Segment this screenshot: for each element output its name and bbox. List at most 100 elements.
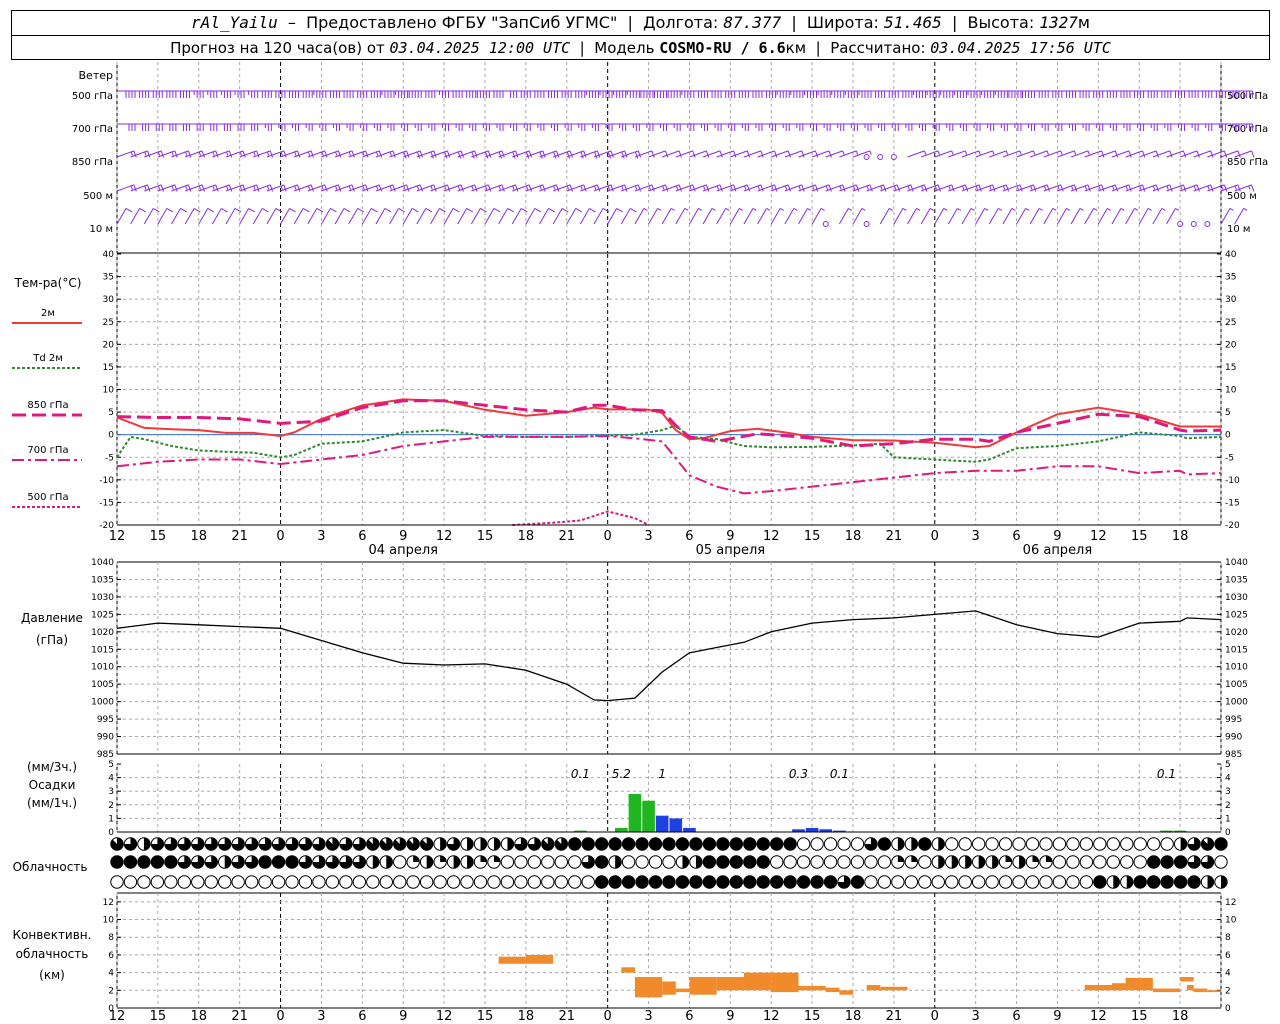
temp-hour-label: 15 [804,529,821,544]
cloud-cover-symbol [191,837,205,851]
wind-barb-half-feather [716,185,720,190]
wind-barb [552,208,563,225]
cloud-symbol-fill [622,875,635,889]
cloud-cover-symbol [985,855,999,869]
cloud-symbol-fill [555,837,568,851]
wind-barb-half-feather [634,185,638,190]
cloud-cover-symbol [1146,855,1161,869]
wind-barb-half-feather [335,151,338,156]
wind-barb-feather [1169,184,1173,192]
wind-barb-half-feather [607,185,610,190]
wind-barb-feather [460,184,464,192]
wind-barb-feather [1114,184,1119,192]
cloud-cover-symbol [191,855,205,869]
cloud-cover-symbol [796,837,811,851]
bottom-hour-label: 15 [1131,1009,1148,1024]
t-tick-label-right: 30 [1225,295,1237,305]
wind-barb-feather [1237,150,1241,158]
wind-barb [498,150,516,158]
cloud-symbol-fill [218,837,231,851]
wind-barb [661,208,672,225]
wind-barb [989,150,1007,158]
convective-cloud-bar [498,956,526,964]
cloud-cover-symbol [1214,837,1228,851]
wind-barb-feather [256,184,260,192]
bottom-hour-label: 15 [804,1009,821,1024]
wind-barb-feather [1251,150,1255,158]
wind-barb-feather [1101,184,1105,192]
wind-barb [566,208,577,225]
cloud-symbol-outline [204,875,218,889]
cloud-cover-symbol [850,875,865,889]
wind-barb-half-feather [498,185,501,190]
cloud-cover-symbol [1093,837,1107,851]
cloud-cover-symbol [433,855,447,869]
cloud-symbol-outline [1039,875,1053,889]
wind-barb [1084,150,1102,158]
cloud-symbol-outline [271,875,286,889]
cloud-symbol-outline [662,855,676,869]
cloud-cover-symbol [716,855,730,869]
forecast-label: Прогноз на 120 часа(ов) от [170,39,385,57]
wind-barb [743,150,762,158]
wind-barb-half-feather [957,207,962,211]
cloud-symbol-outline [1052,875,1067,889]
wind-barb [907,208,917,225]
wind-barb-half-feather [1038,207,1043,211]
cloud-cover-symbol [945,875,959,889]
wind-barb-feather [855,184,860,192]
wind-barb [1139,150,1157,158]
station-name: rAl_Yailu [191,13,278,32]
cloud-cover-symbol [433,837,447,851]
cloud-cover-symbol [110,875,124,889]
cloud-cover-symbol [527,855,542,869]
wind-barb [961,150,980,158]
convective-cloud-bar [716,977,744,991]
cloud-cover-symbol [514,855,528,869]
wind-barb-half-feather [1073,150,1077,155]
wind-barb-half-feather [675,185,679,190]
wind-barb-feather [1210,184,1214,192]
convective-cloud-bar [1186,985,1194,991]
cloud-cover-symbol [568,855,582,869]
cloud-symbol-outline [877,855,892,869]
cloud-symbol-outline [810,837,824,851]
wind-barb [975,208,986,225]
precip-bar [805,827,819,832]
cloud-symbol-outline [1012,837,1026,851]
wind-barb-feather [553,151,557,159]
cloud-symbol-fill [1019,855,1026,869]
wind-barb-half-feather [621,185,624,190]
cloud-symbol-fill [1187,875,1201,889]
p-tick-label-right: 1005 [1225,680,1248,690]
wind-barb-half-feather [943,207,948,211]
cloud-symbol-fill [676,875,689,889]
wind-barb-feather [330,207,337,213]
cloud-cover-symbol [204,837,218,851]
cloud-cover-symbol [985,837,999,851]
cloud-symbol-fill [783,875,797,889]
wind-barb [1179,150,1198,158]
wind-barb-half-feather [916,207,921,211]
wind-barb-feather [487,150,492,158]
cloud-cover-symbol [1173,837,1188,851]
cloud-symbol-outline [393,875,407,889]
cloud-symbol-outline [1093,837,1107,851]
cloud-cover-symbol [931,837,945,851]
wind-barb-feather [978,184,982,192]
temp-hour-label: 0 [931,529,939,544]
cloud-cover-symbol [729,837,744,851]
cloud-symbol-outline [810,855,824,869]
cloud-symbol-fill [730,837,743,851]
wind-barb-half-feather [964,150,968,155]
wind-barb [1234,208,1245,225]
cloud-symbol-fill [326,837,339,851]
wind-barb-half-feather [861,207,866,211]
p-tick-label-left: 1010 [91,663,114,673]
wind-barb-feather [1155,150,1160,158]
bottom-hour-label: 0 [276,1009,284,1024]
wind-barb-half-feather [1057,185,1060,190]
cloud-symbol-fill [797,875,810,889]
cloud-cover-symbol [702,855,717,869]
precip-bar [833,830,846,832]
